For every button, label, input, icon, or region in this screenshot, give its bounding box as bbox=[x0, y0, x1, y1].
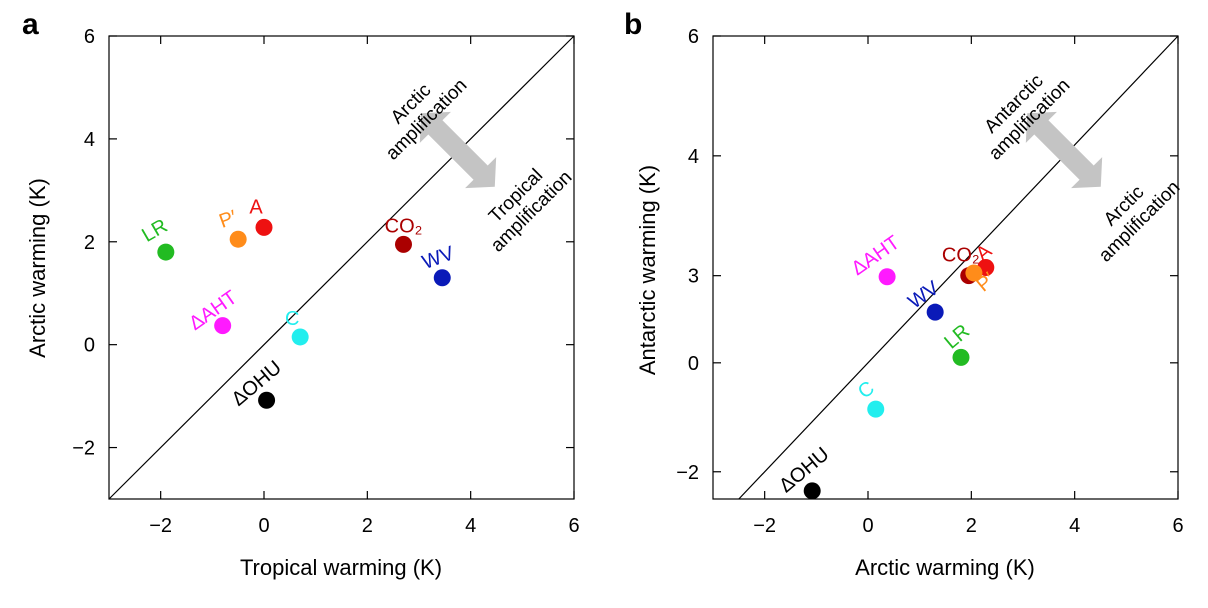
data-point bbox=[433, 269, 451, 287]
point-label: WV bbox=[419, 242, 457, 274]
point-label: C bbox=[854, 377, 878, 403]
panel-a-frame bbox=[108, 35, 575, 500]
y-tick-label: 4 bbox=[84, 129, 95, 151]
y-tick-label: 4 bbox=[688, 146, 699, 168]
y-tick-label: 0 bbox=[84, 335, 95, 357]
x-tick-label: 0 bbox=[862, 515, 873, 537]
panel-a-diagonal bbox=[108, 35, 575, 500]
panel-b-frame bbox=[712, 35, 1179, 500]
point-label: LR bbox=[138, 215, 171, 247]
y-tick-label: 6 bbox=[84, 26, 95, 48]
x-tick-label: −2 bbox=[753, 515, 776, 537]
y-tick-label: 2 bbox=[84, 232, 95, 254]
data-point bbox=[157, 243, 175, 261]
point-label: C bbox=[285, 308, 299, 330]
point-label: CO₂ bbox=[942, 245, 980, 267]
point-label: P′ bbox=[216, 206, 240, 233]
panel-a-letter: a bbox=[22, 8, 39, 41]
panel-b-xlabel: Arctic warming (K) bbox=[855, 555, 1035, 580]
data-point bbox=[258, 391, 276, 409]
x-tick-label: 6 bbox=[1172, 515, 1183, 537]
data-point bbox=[867, 400, 885, 418]
y-tick-label: 0 bbox=[688, 353, 699, 375]
data-point bbox=[229, 230, 247, 248]
y-tick-label: 6 bbox=[688, 26, 699, 48]
x-tick-label: 0 bbox=[258, 515, 269, 537]
y-tick-label: −2 bbox=[676, 462, 699, 484]
point-label: ΔAHT bbox=[848, 232, 904, 281]
x-tick-label: 2 bbox=[966, 515, 977, 537]
panel-a-ticks: −2 0 2 4 6 −2 0 2 4 6 bbox=[72, 26, 579, 537]
panel-a-ylabel: Arctic warming (K) bbox=[25, 178, 50, 358]
panel-b: b −2 0 2 4 6 −2 0 3 4 6 Arctic warming (K) Antarc… bbox=[624, 8, 1184, 580]
amplification-arrow bbox=[1025, 111, 1103, 189]
x-tick-label: 4 bbox=[465, 515, 476, 537]
x-tick-label: −2 bbox=[149, 515, 172, 537]
point-label: ΔOHU bbox=[228, 357, 286, 411]
y-tick-label: −2 bbox=[72, 438, 95, 460]
data-point bbox=[803, 482, 821, 500]
y-tick-label: 3 bbox=[688, 266, 699, 288]
data-point bbox=[878, 268, 896, 286]
panel-b-diagonal bbox=[738, 35, 1179, 500]
panel-b-amplification-annotation: AntarcticamplificationArcticamplificatio… bbox=[981, 71, 1185, 267]
point-label: ΔAHT bbox=[185, 286, 241, 335]
x-tick-label: 4 bbox=[1069, 515, 1080, 537]
point-label: A bbox=[249, 196, 263, 218]
data-point bbox=[291, 328, 309, 346]
data-point bbox=[952, 348, 970, 366]
x-tick-label: 6 bbox=[568, 515, 579, 537]
data-point bbox=[926, 303, 944, 321]
data-point bbox=[255, 218, 273, 236]
panel-a-points: LR P′ A CO₂ WV ΔAHT C ΔOHU bbox=[138, 196, 457, 410]
x-tick-label: 2 bbox=[362, 515, 373, 537]
data-point bbox=[395, 235, 412, 253]
data-point bbox=[214, 317, 232, 335]
panel-a: a −2 0 2 4 6 −2 0 2 4 6 Tropical warming (K) Arct… bbox=[22, 8, 580, 580]
panel-b-letter: b bbox=[624, 8, 642, 41]
point-label: LR bbox=[940, 320, 974, 353]
point-label: CO₂ bbox=[385, 215, 423, 237]
data-point bbox=[965, 264, 983, 282]
amplification-arrow bbox=[419, 111, 497, 189]
panel-a-xlabel: Tropical warming (K) bbox=[240, 555, 442, 580]
panel-b-ylabel: Antarctic warming (K) bbox=[635, 165, 660, 375]
panel-b-ticks: −2 0 2 4 6 −2 0 3 4 6 bbox=[676, 26, 1183, 537]
